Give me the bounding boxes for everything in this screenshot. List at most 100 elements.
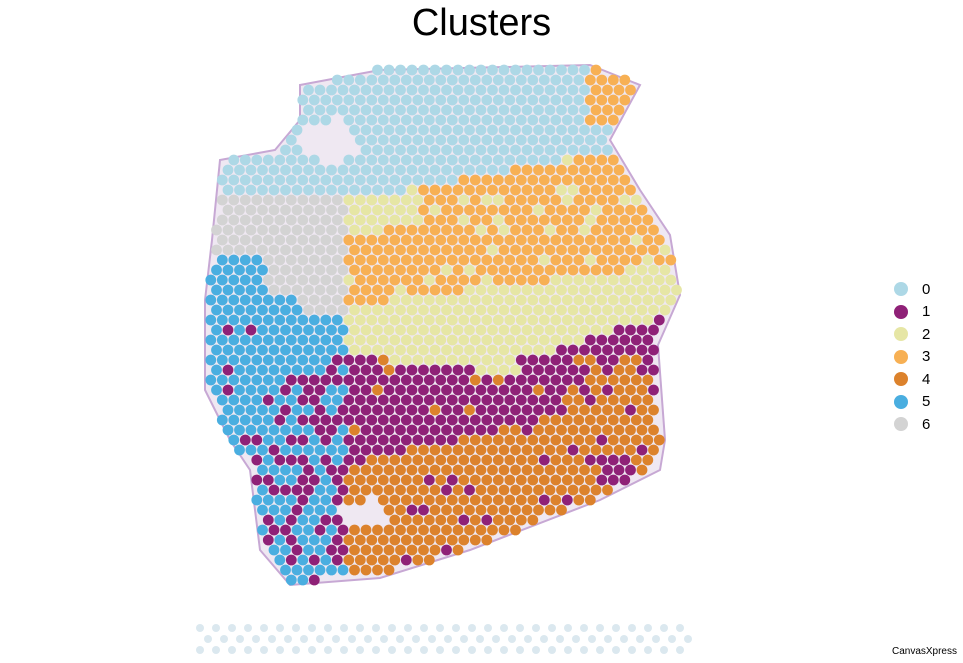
spot-cluster-0 — [441, 104, 452, 116]
spot-cluster-3 — [613, 264, 625, 276]
fiducial-dot — [244, 624, 252, 632]
fiducial-dot — [652, 635, 660, 643]
spot-cluster-2 — [354, 194, 366, 206]
spot-cluster-4 — [366, 534, 378, 546]
spot-cluster-0 — [481, 94, 493, 106]
legend-label: 5 — [922, 393, 931, 411]
spot-cluster-3 — [510, 204, 521, 216]
spot-cluster-1 — [469, 394, 481, 406]
spot-cluster-1 — [412, 374, 424, 386]
spot-cluster-3 — [636, 244, 648, 256]
spot-cluster-1 — [464, 484, 475, 496]
spot-cluster-5 — [251, 314, 263, 326]
spot-cluster-5 — [251, 494, 263, 506]
legend-item[interactable]: 6 — [894, 413, 930, 436]
spot-cluster-0 — [395, 84, 406, 96]
spot-cluster-3 — [469, 254, 481, 266]
spot-cluster-1 — [423, 374, 435, 386]
spot-cluster-5 — [245, 364, 257, 376]
spot-cluster-3 — [343, 254, 355, 266]
spot-cluster-5 — [274, 534, 286, 546]
spot-cluster-2 — [515, 294, 527, 306]
spot-cluster-3 — [596, 234, 608, 246]
spot-cluster-1 — [613, 344, 625, 356]
spot-cluster-2 — [441, 304, 452, 316]
fiducial-dot — [420, 624, 428, 632]
spot-cluster-5 — [228, 414, 240, 426]
spot-cluster-0 — [515, 154, 527, 166]
spot-cluster-5 — [308, 534, 320, 546]
spot-cluster-2 — [452, 304, 464, 316]
spot-cluster-5 — [280, 464, 291, 476]
spot-cluster-1 — [366, 394, 378, 406]
spot-cluster-1 — [406, 504, 418, 516]
fiducial-dot — [532, 624, 540, 632]
spot-cluster-1 — [521, 364, 533, 376]
spot-cluster-4 — [602, 424, 613, 436]
spot-cluster-2 — [406, 204, 418, 216]
spot-cluster-5 — [257, 304, 268, 316]
legend-item[interactable]: 4 — [894, 368, 930, 391]
spot-cluster-0 — [314, 104, 326, 116]
legend-item[interactable]: 1 — [894, 301, 930, 324]
spot-cluster-5 — [211, 344, 222, 356]
fiducial-dot — [324, 624, 332, 632]
spot-cluster-1 — [567, 344, 579, 356]
spot-cluster-1 — [377, 434, 389, 446]
legend-item[interactable]: 5 — [894, 391, 930, 414]
spot-cluster-4 — [573, 394, 585, 406]
spot-cluster-0 — [464, 124, 475, 136]
spot-cluster-3 — [429, 224, 441, 236]
spot-cluster-1 — [492, 414, 504, 426]
spot-cluster-0 — [573, 114, 585, 126]
spot-cluster-4 — [642, 434, 654, 446]
legend-item[interactable]: 3 — [894, 346, 930, 369]
spot-cluster-4 — [372, 564, 383, 576]
spot-cluster-4 — [360, 544, 372, 556]
spot-cluster-3 — [533, 164, 544, 176]
fiducial-dot — [388, 646, 396, 654]
spot-cluster-3 — [521, 224, 533, 236]
spot-cluster-1 — [487, 424, 498, 436]
spot-cluster-2 — [498, 304, 510, 316]
spot-cluster-0 — [504, 74, 516, 86]
spot-cluster-0 — [458, 94, 470, 106]
spot-cluster-3 — [567, 244, 579, 256]
spot-cluster-3 — [515, 194, 527, 206]
spot-cluster-5 — [239, 394, 251, 406]
spot-cluster-4 — [412, 534, 424, 546]
legend-item[interactable]: 2 — [894, 323, 930, 346]
spot-cluster-4 — [504, 514, 516, 526]
spot-cluster-1 — [538, 394, 550, 406]
spot-cluster-4 — [653, 434, 665, 446]
spot-cluster-1 — [349, 384, 360, 396]
spot-cluster-5 — [326, 404, 337, 416]
spot-cluster-4 — [527, 514, 539, 526]
spot-cluster-3 — [625, 184, 636, 196]
spot-cluster-5 — [268, 344, 280, 356]
spot-cluster-6 — [268, 204, 280, 216]
spot-cluster-3 — [573, 154, 585, 166]
spot-cluster-4 — [527, 474, 539, 486]
spot-cluster-1 — [262, 474, 274, 486]
spot-cluster-1 — [446, 434, 458, 446]
spot-cluster-0 — [567, 144, 579, 156]
spot-cluster-6 — [211, 224, 222, 236]
spot-cluster-2 — [349, 324, 360, 336]
spot-cluster-3 — [596, 154, 608, 166]
spot-cluster-2 — [544, 284, 556, 296]
spot-cluster-3 — [544, 244, 556, 256]
spot-cluster-2 — [607, 314, 619, 326]
spot-cluster-4 — [619, 414, 631, 426]
spot-cluster-5 — [251, 254, 263, 266]
legend-item[interactable]: 0 — [894, 278, 930, 301]
spot-cluster-0 — [389, 174, 401, 186]
spot-cluster-2 — [636, 284, 648, 296]
spot-cluster-2 — [556, 304, 567, 316]
spot-cluster-5 — [228, 274, 240, 286]
spot-cluster-2 — [423, 294, 435, 306]
spot-cluster-2 — [602, 324, 613, 336]
fiducial-dot — [628, 646, 636, 654]
spot-cluster-5 — [245, 384, 257, 396]
credit-label: CanvasXpress — [891, 646, 957, 657]
